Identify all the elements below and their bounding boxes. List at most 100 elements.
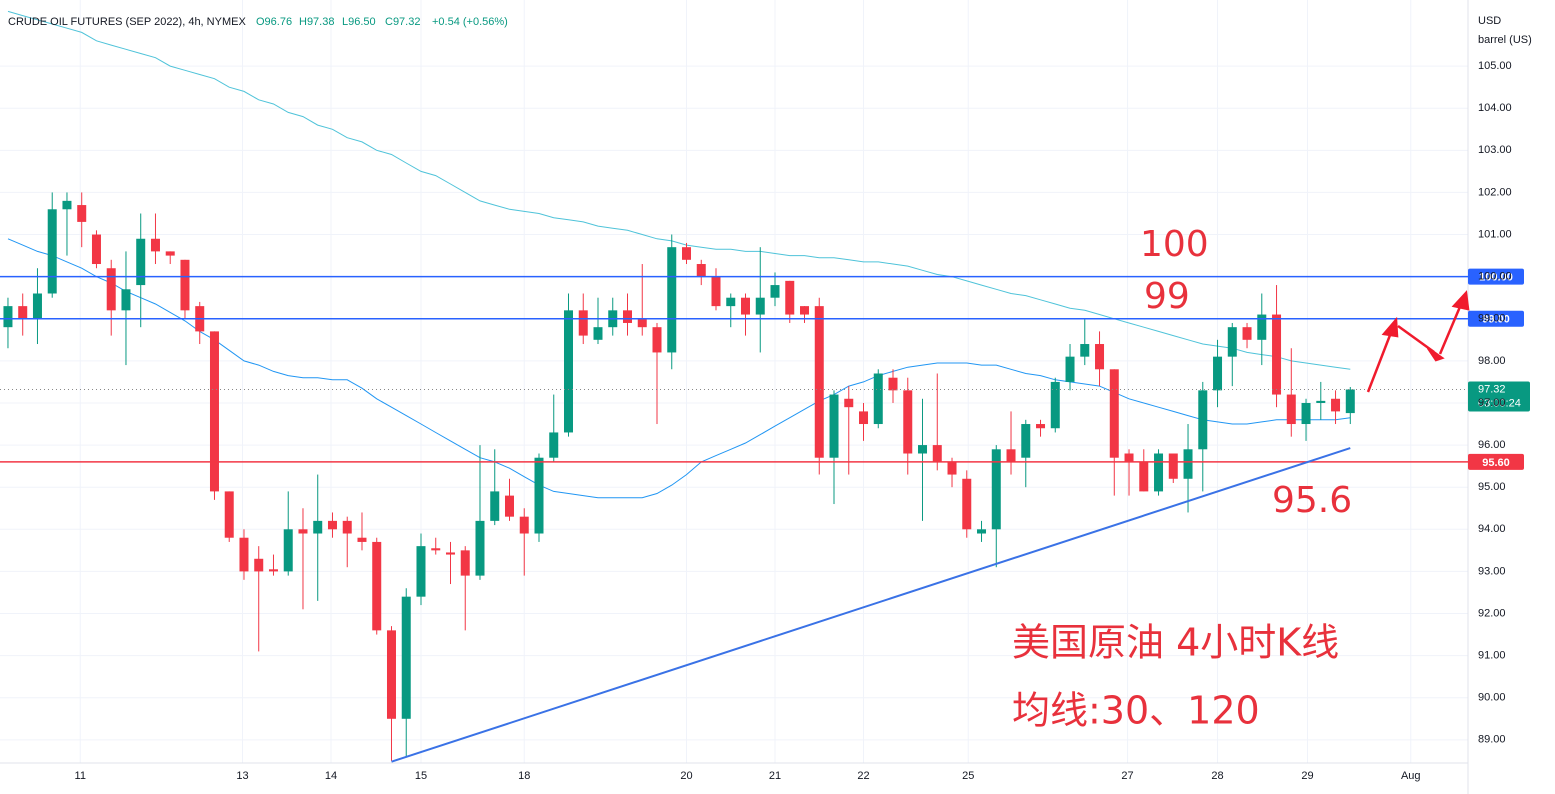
- countdown-label: 03:00:24: [1478, 397, 1521, 409]
- arrow-head: [1381, 316, 1399, 338]
- candle-body: [283, 529, 293, 572]
- y-tick-label: 100.00: [1478, 271, 1512, 283]
- candle-body: [1168, 453, 1178, 479]
- x-tick-label: 28: [1211, 770, 1223, 782]
- level-tag-label: 100.00: [1479, 272, 1513, 284]
- x-tick-label: 20: [680, 770, 692, 782]
- candle-body: [844, 398, 854, 408]
- y-tick-label: 96.00: [1478, 439, 1506, 451]
- candle-body: [416, 546, 426, 597]
- candle-body: [1183, 449, 1193, 479]
- candle-body: [667, 247, 677, 353]
- candle-body: [121, 289, 131, 311]
- candle-body: [1021, 424, 1031, 458]
- candle-body: [1065, 356, 1075, 382]
- candle-body: [1331, 398, 1341, 412]
- y-tick-label: 94.00: [1478, 523, 1506, 535]
- candle-body: [622, 310, 632, 323]
- annotation: 99: [1144, 276, 1190, 317]
- y-tick-label: 95.00: [1478, 481, 1506, 493]
- candle-body: [490, 491, 500, 521]
- candle-body: [460, 550, 470, 576]
- candle-body: [1198, 390, 1208, 450]
- candle-body: [1257, 314, 1267, 340]
- candle-body: [1036, 424, 1046, 429]
- candle-body: [1139, 461, 1149, 492]
- y-tick-label: 90.00: [1478, 692, 1506, 704]
- x-tick-label: 29: [1301, 770, 1313, 782]
- candle-body: [431, 548, 441, 551]
- candle-body: [298, 529, 308, 534]
- x-tick-label: Aug: [1401, 770, 1421, 782]
- candle-body: [1227, 327, 1237, 357]
- y-tick-label: 89.00: [1478, 734, 1506, 746]
- candle-body: [342, 520, 352, 534]
- moving-average: [7, 10, 1351, 370]
- candle-body: [445, 552, 455, 555]
- candle-body: [888, 377, 898, 391]
- chart-title: CRUDE OIL FUTURES (SEP 2022), 4h, NYMEX: [8, 16, 246, 28]
- candle-body: [1316, 400, 1326, 403]
- candle-body: [918, 445, 928, 454]
- candle-body: [47, 209, 57, 294]
- candle-body: [1109, 369, 1119, 458]
- candle-body: [62, 200, 72, 210]
- axis-currency: USD: [1478, 15, 1501, 27]
- annotation: 95.6: [1272, 480, 1352, 521]
- y-tick-label: 99.00: [1478, 313, 1506, 325]
- candle-body: [829, 394, 839, 458]
- candle-body: [1154, 453, 1164, 492]
- arrow: [1366, 329, 1394, 393]
- y-tick-label: 101.00: [1478, 228, 1512, 240]
- candle-body: [32, 293, 42, 319]
- candle-body: [1272, 314, 1282, 395]
- y-tick-label: 103.00: [1478, 144, 1512, 156]
- candle-body: [947, 461, 957, 475]
- candle-body: [637, 318, 647, 328]
- candle-body: [327, 520, 337, 530]
- arrow-head: [1426, 346, 1445, 362]
- candle-body: [785, 280, 795, 315]
- candle-body: [593, 327, 603, 340]
- candle-body: [136, 238, 146, 286]
- ohlc-low: L96.50: [342, 16, 376, 28]
- y-tick-label: 97.00: [1478, 397, 1506, 409]
- annotation: 均线:30、120: [1012, 689, 1260, 733]
- trendline: [391, 447, 1351, 763]
- y-tick-label: 104.00: [1478, 102, 1512, 114]
- candle-body: [741, 297, 751, 315]
- candle-body: [873, 373, 883, 425]
- x-tick-label: 22: [857, 770, 869, 782]
- candle-body: [770, 285, 780, 298]
- candle-body: [165, 251, 175, 256]
- level-tag-label: 99.00: [1482, 314, 1510, 326]
- candle-body: [1213, 356, 1223, 391]
- y-tick-label: 98.00: [1478, 355, 1506, 367]
- x-tick-label: 21: [769, 770, 781, 782]
- candle-body: [814, 306, 824, 458]
- x-tick-label: 18: [518, 770, 530, 782]
- candle-body: [372, 541, 382, 631]
- candle-body: [209, 331, 219, 492]
- candle-body: [3, 306, 13, 328]
- level-tag: [1468, 268, 1524, 285]
- candle-body: [563, 310, 573, 433]
- candle-body: [859, 411, 869, 425]
- x-tick-label: 27: [1121, 770, 1133, 782]
- candle-body: [652, 327, 662, 353]
- candle-body: [106, 268, 116, 311]
- candle-body: [1301, 402, 1311, 425]
- arrow: [1438, 301, 1464, 355]
- arrow-head: [1451, 290, 1470, 311]
- y-tick-label: 105.00: [1478, 60, 1512, 72]
- x-tick-label: 14: [325, 770, 337, 782]
- candle-body: [150, 238, 160, 252]
- forecast-arrows: [1366, 290, 1470, 393]
- level-tag: [1468, 310, 1524, 327]
- overlay: 100.00 99.00 95.60 97.32 03:00:24: [0, 268, 1530, 763]
- candle-body: [313, 520, 323, 534]
- chart-header: CRUDE OIL FUTURES (SEP 2022), 4h, NYMEX …: [8, 16, 508, 28]
- y-tick-label: 102.00: [1478, 186, 1512, 198]
